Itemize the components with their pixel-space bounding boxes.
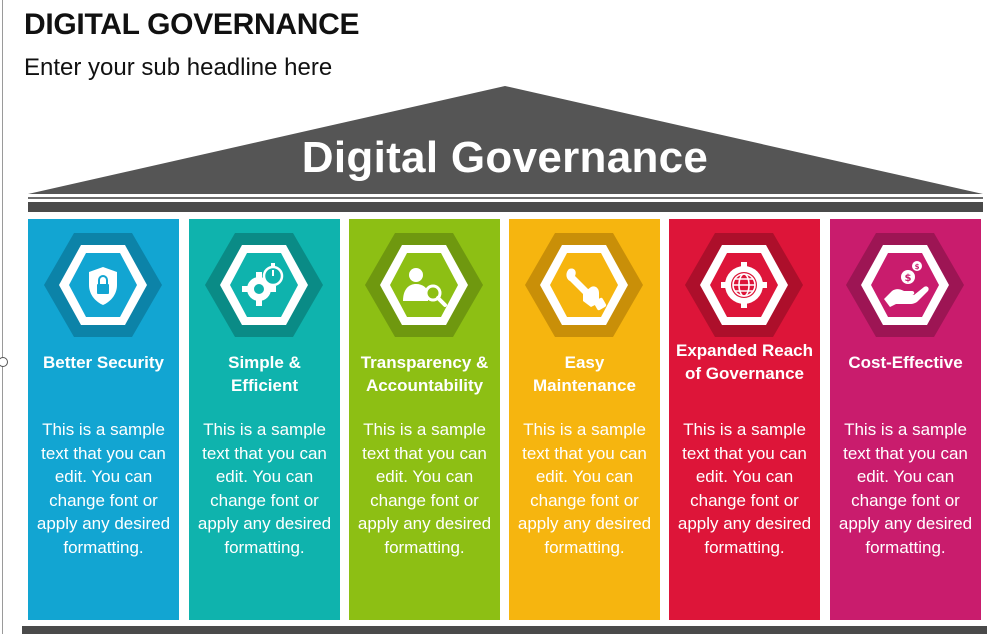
page-title: DIGITAL GOVERNANCE <box>24 8 360 41</box>
svg-text:$: $ <box>915 263 920 271</box>
pillar-title: Expanded Reach of Governance <box>676 341 813 383</box>
pillar-text: This is a sample text that you can edit.… <box>197 420 332 557</box>
pillar-text: This is a sample text that you can edit.… <box>517 420 652 557</box>
pillar-title: Simple & Efficient <box>228 353 301 395</box>
hand-coins-icon: $ $ <box>846 233 964 337</box>
pillar-title: Better Security <box>43 353 164 372</box>
pillar-title: Cost-Effective <box>848 353 963 372</box>
pillar-text: This is a sample text that you can edit.… <box>357 420 492 557</box>
slide-edge-rule <box>2 0 3 634</box>
roof-beam-line <box>28 197 983 199</box>
user-search-icon <box>365 233 483 337</box>
pillar-transparency-accountability: Transparency & Accountability This is a … <box>349 219 500 620</box>
pillar-expanded-reach: Expanded Reach of Governance This is a s… <box>669 219 820 620</box>
shield-lock-icon <box>44 233 162 337</box>
pillar-easy-maintenance: Easy Maintenance This is a sample text t… <box>509 219 660 620</box>
pillar-text: This is a sample text that you can edit.… <box>838 420 973 557</box>
roof-triangle <box>28 86 983 194</box>
pillar-better-security: Better Security This is a sample text th… <box>28 219 179 620</box>
pillar-base <box>22 626 987 634</box>
page-subtitle: Enter your sub headline here <box>24 54 333 81</box>
gear-stopwatch-icon <box>205 233 323 337</box>
pillar-title: Easy Maintenance <box>533 353 636 395</box>
roof-beam <box>28 202 983 212</box>
svg-text:$: $ <box>905 273 912 284</box>
wrench-hand-icon <box>525 233 643 337</box>
pillar-text: This is a sample text that you can edit.… <box>36 420 171 557</box>
globe-gear-icon <box>685 233 803 337</box>
roof-title: Digital Governance <box>301 133 709 182</box>
pillar-cost-effective: $ $ Cost-Effective This is a sample text… <box>830 219 981 620</box>
pillar-title: Transparency & Accountability <box>360 353 489 395</box>
pillar-text: This is a sample text that you can edit.… <box>677 420 812 557</box>
resize-handle[interactable] <box>0 357 8 367</box>
pillar-simple-efficient: Simple & Efficient This is a sample text… <box>189 219 340 620</box>
